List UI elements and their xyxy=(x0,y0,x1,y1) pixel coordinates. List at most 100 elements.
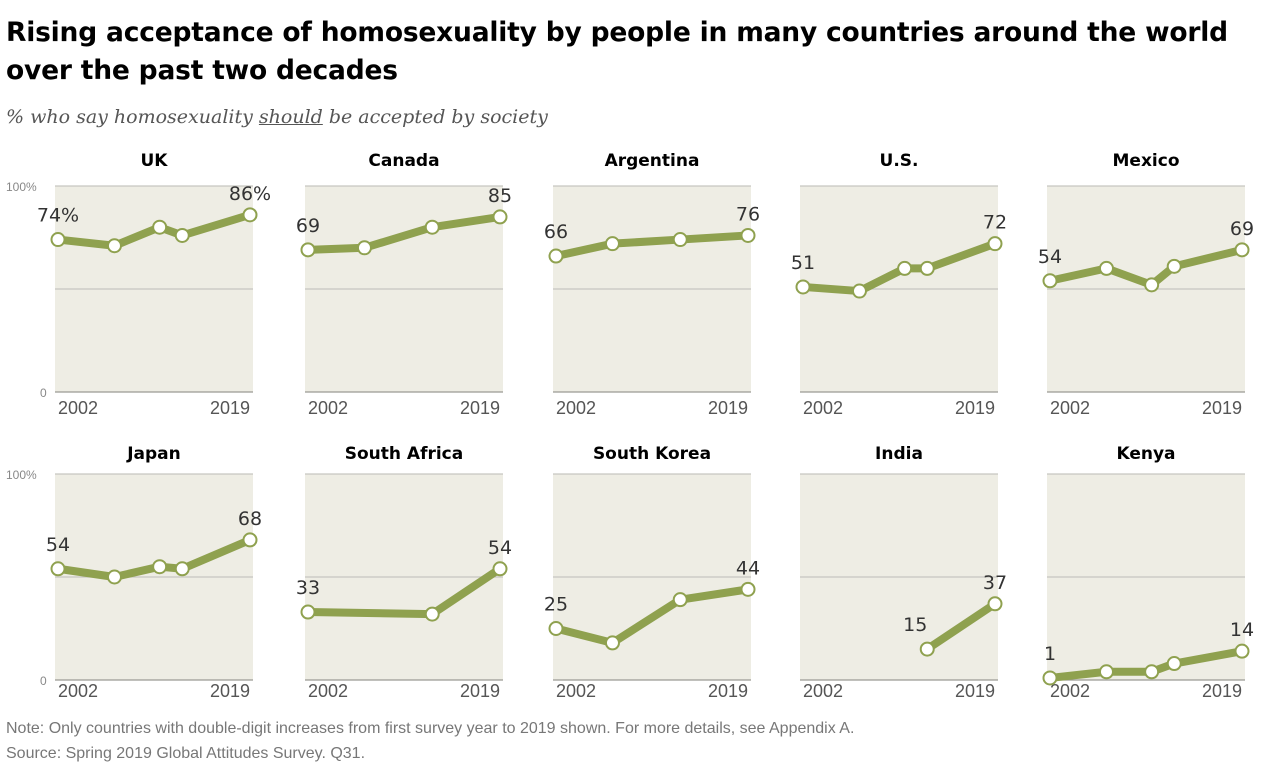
panel-title: Canada xyxy=(368,151,439,171)
panel-title: South Korea xyxy=(593,444,711,464)
data-point xyxy=(740,581,756,597)
data-point xyxy=(548,621,564,636)
data-label-last: 76 xyxy=(736,203,760,225)
x-tick-label: 2019 xyxy=(1202,398,1242,418)
data-point xyxy=(356,240,372,256)
data-point xyxy=(1144,664,1160,680)
x-tick-label: 2019 xyxy=(955,398,995,418)
data-point xyxy=(300,604,316,620)
data-label-last: 44 xyxy=(736,557,760,579)
chart-source: Source: Spring 2019 Global Attitudes Sur… xyxy=(6,745,366,762)
data-point xyxy=(548,248,564,264)
series-line xyxy=(923,599,999,654)
data-point xyxy=(1144,277,1160,293)
data-point xyxy=(106,238,122,254)
data-label-last: 54 xyxy=(488,537,512,559)
x-tick-label: 2019 xyxy=(210,398,250,418)
series-line xyxy=(304,212,504,254)
data-point xyxy=(242,207,258,223)
panel-u-s-: U.S. 2002 2019 51 72 xyxy=(791,151,1007,418)
x-tick-label: 2002 xyxy=(1050,398,1090,418)
panel-japan: Japan 2002 2019 100% 0 54 68 xyxy=(6,444,262,701)
panel-title: U.S. xyxy=(880,151,919,171)
data-point xyxy=(50,561,66,577)
data-point xyxy=(672,232,688,248)
panel-uk: UK 2002 2019 100% 0 74% 86% xyxy=(6,151,271,418)
data-point xyxy=(1098,664,1114,680)
panel-india: India 2002 2019 15 37 xyxy=(800,444,1007,701)
data-point xyxy=(604,236,620,252)
data-label-last: 69 xyxy=(1230,218,1254,240)
panel-mexico: Mexico 2002 2019 54 69 xyxy=(1038,151,1254,418)
data-point xyxy=(851,283,867,299)
data-point xyxy=(300,242,316,258)
x-tick-label: 2002 xyxy=(803,681,843,701)
data-label-last: 86% xyxy=(229,183,271,205)
x-tick-label: 2002 xyxy=(556,398,596,418)
series-line xyxy=(552,231,752,261)
data-label-first: 54 xyxy=(1038,246,1062,268)
data-label-last: 14 xyxy=(1230,619,1254,641)
panel-title: South Africa xyxy=(345,444,464,464)
panel-south-africa: South Africa 2002 2019 33 54 xyxy=(296,444,512,701)
data-point xyxy=(987,236,1003,252)
data-label-first: 54 xyxy=(46,534,70,556)
panel-title: India xyxy=(875,444,923,464)
x-tick-label: 2019 xyxy=(460,398,500,418)
data-label-first: 51 xyxy=(791,252,815,274)
x-tick-label: 2019 xyxy=(955,681,995,701)
data-point xyxy=(919,641,935,657)
data-point xyxy=(492,561,508,577)
data-label-first: 1 xyxy=(1044,643,1056,665)
panel-kenya: Kenya 2002 2019 1 14 xyxy=(1042,444,1254,701)
data-point xyxy=(1234,643,1250,659)
chart-title: Rising acceptance of homosexuality by pe… xyxy=(6,17,1228,86)
data-point xyxy=(174,227,190,243)
data-label-first: 66 xyxy=(544,221,568,243)
data-point xyxy=(424,606,440,622)
panel-south-korea: South Korea 2002 2019 25 44 xyxy=(544,444,760,701)
data-point xyxy=(492,209,508,225)
data-point xyxy=(1042,273,1058,289)
data-point xyxy=(1234,242,1250,258)
data-point xyxy=(604,635,620,651)
subtitle-prefix: % who say homosexuality xyxy=(6,106,259,128)
x-tick-label: 2002 xyxy=(308,681,348,701)
panel-title: Japan xyxy=(126,444,181,464)
x-tick-label: 2002 xyxy=(58,398,98,418)
data-label-first: 74% xyxy=(37,205,79,227)
data-point xyxy=(50,232,66,248)
data-point xyxy=(106,569,122,585)
x-tick-label: 2002 xyxy=(1050,681,1090,701)
panel-title: UK xyxy=(141,151,169,171)
data-point xyxy=(672,592,688,608)
data-label-first: 15 xyxy=(903,614,927,636)
x-tick-label: 2019 xyxy=(708,398,748,418)
data-label-last: 37 xyxy=(983,572,1007,594)
y-tick-label-0: 0 xyxy=(40,386,47,400)
data-label-last: 85 xyxy=(488,185,512,207)
data-label-first: 25 xyxy=(544,594,568,616)
data-point xyxy=(1166,656,1182,672)
data-label-last: 68 xyxy=(238,508,262,530)
data-point xyxy=(424,219,440,235)
x-tick-label: 2019 xyxy=(1202,681,1242,701)
x-tick-label: 2002 xyxy=(803,398,843,418)
data-point xyxy=(174,561,190,577)
data-point xyxy=(152,219,168,235)
chart-note: Note: Only countries with double-digit i… xyxy=(6,720,855,737)
x-tick-label: 2019 xyxy=(708,681,748,701)
data-point xyxy=(740,227,756,243)
data-point xyxy=(897,260,913,276)
panel-canada: Canada 2002 2019 69 85 xyxy=(296,151,512,418)
data-point xyxy=(152,559,168,575)
x-tick-label: 2019 xyxy=(460,681,500,701)
subtitle-emphasis: should xyxy=(258,106,323,128)
data-label-first: 33 xyxy=(296,577,320,599)
y-tick-label-0: 0 xyxy=(40,674,47,688)
small-multiples-chart: UK 2002 2019 100% 0 74% 86% Canada 2002 2019 69 85 A… xyxy=(6,151,1254,701)
series-line xyxy=(552,585,752,647)
x-tick-label: 2002 xyxy=(556,681,596,701)
data-point xyxy=(1098,260,1114,276)
data-point xyxy=(242,532,258,548)
